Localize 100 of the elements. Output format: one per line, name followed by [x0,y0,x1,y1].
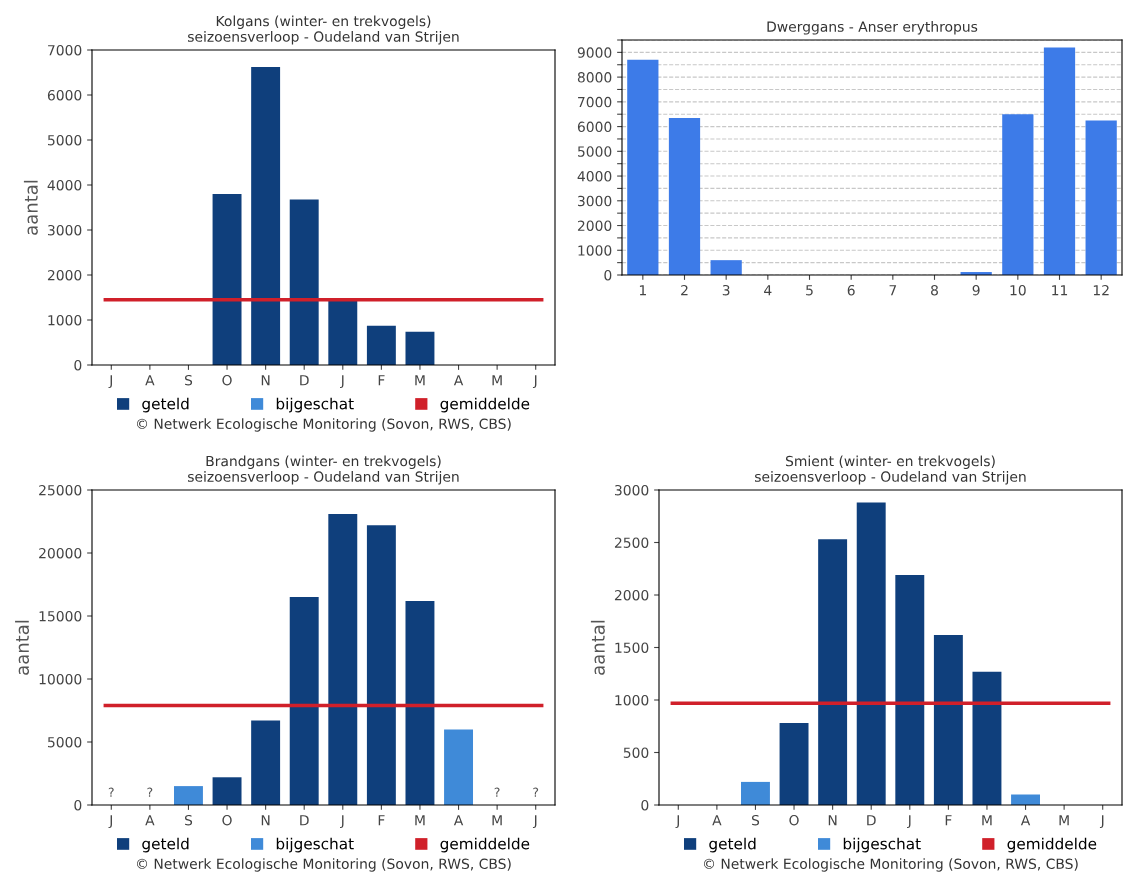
legend-label: geteld [142,397,189,413]
text: ? [147,787,153,797]
chart-title: Dwerggans - Anser erythropus [767,21,978,35]
legend-label: geteld [142,837,189,853]
x-tick-label: D [867,815,876,826]
x-tick-label: O [222,814,232,826]
bar [1085,120,1117,275]
x-tick-label: F [378,375,385,386]
bar [779,723,809,805]
y-tick-label: 0 [604,269,612,281]
y-tick-label: 7000 [48,44,82,56]
bar [366,525,396,805]
y-tick-label: 2000 [577,220,612,231]
x-tick-label: 4 [764,285,772,296]
x-tick-label: O [222,374,232,386]
y-tick-label: 500 [623,747,649,758]
bar [251,67,281,365]
x-tick-label: 12 [1093,284,1109,296]
text: ? [533,787,539,797]
y-tick-label: 2000 [614,589,649,601]
bar [289,199,319,365]
y-tick-label: 7000 [578,96,612,108]
text: ? [494,787,500,797]
x-tick-label: 3 [722,284,730,296]
x-tick-label: J [340,375,344,389]
x-tick-label: J [108,375,112,389]
x-tick-label: M [492,815,502,826]
text: © Netwerk Ecologische Monitoring (Sovon, RWS, CBS) [704,858,1078,872]
chart-title: Kolgans (winter- en trekvogels) seizoensverloop - Oudeland van Strijen [188,15,459,45]
x-tick-label: 5 [806,285,813,296]
x-tick-label: A [453,375,464,386]
x-tick-label: N [261,815,270,826]
legend-label: geteld [709,837,756,853]
bar [710,260,742,275]
y-tick-label: 1000 [48,314,82,326]
x-tick-label: 10 [1010,284,1026,296]
y-tick-label: 6000 [577,121,612,133]
bar [856,502,886,805]
x-tick-label: 9 [972,284,980,296]
x-tick-label: 11 [1052,285,1068,296]
y-axis-title: aantal [590,620,605,675]
x-tick-label: J [675,815,679,829]
bar [1002,114,1034,275]
y-tick-label: 2500 [614,537,649,548]
x-tick-label: A [145,815,155,826]
bar [289,597,319,805]
y-axis-title: aantal [23,180,38,235]
x-tick-label: N [828,815,837,826]
x-tick-label: J [532,815,537,829]
bar [818,539,848,805]
x-tick-label: M [492,375,502,386]
x-tick-label: F [945,815,952,826]
chart-title: Brandgans (winter- en trekvogels) seizoensverloop - Oudeland van Strijen [188,455,459,485]
y-tick-label: 5000 [48,736,82,748]
bar [627,59,659,275]
x-tick-label: J [532,375,537,389]
bar [972,671,1002,805]
x-tick-label: A [453,815,464,826]
y-tick-label: 0 [641,799,649,811]
y-tick-label: 3000 [614,484,649,496]
x-tick-label: N [261,375,270,386]
y-tick-label: 1500 [615,642,649,653]
bar [444,729,474,805]
y-tick-label: 0 [74,799,82,811]
y-tick-label: 6000 [47,89,82,101]
bar [933,634,963,805]
x-tick-label: J [907,815,911,829]
chart-title: Smient (winter- en trekvogels) seizoensverloop - Oudeland van Strijen [755,455,1026,485]
legend-label: gemiddelde [440,837,530,853]
legend-label: bijgeschat [276,837,354,853]
y-tick-label: 20000 [39,547,82,559]
y-axis-title: aantal [15,620,30,675]
x-tick-label: 6 [847,284,855,296]
bar [895,575,925,805]
y-tick-label: 1000 [615,694,649,706]
bar [740,781,770,805]
legend-label: bijgeschat [276,397,354,413]
y-tick-label: 1000 [578,245,612,256]
y-tick-label: 5000 [48,134,82,146]
x-tick-label: A [712,815,722,826]
x-tick-label: S [751,814,760,826]
text: © Netwerk Ecologische Monitoring (Sovon, RWS, CBS) [137,418,511,432]
x-tick-label: D [300,375,309,386]
y-tick-label: 4000 [577,171,612,182]
x-tick-label: A [1020,815,1031,826]
legend-label: bijgeschat [843,837,921,853]
bar [328,299,358,365]
bar [212,777,242,805]
bar [405,600,435,805]
x-tick-label: D [300,815,309,826]
y-tick-label: 3000 [577,195,612,207]
bar [405,331,435,365]
text: ? [108,787,114,797]
y-tick-label: 25000 [39,484,82,496]
y-tick-label: 9000 [577,47,612,58]
y-tick-label: 8000 [577,72,612,83]
x-tick-label: 1 [639,285,646,296]
x-tick-label: 8 [931,284,938,296]
y-tick-label: 3000 [47,224,82,236]
legend-label: gemiddelde [1007,837,1097,853]
